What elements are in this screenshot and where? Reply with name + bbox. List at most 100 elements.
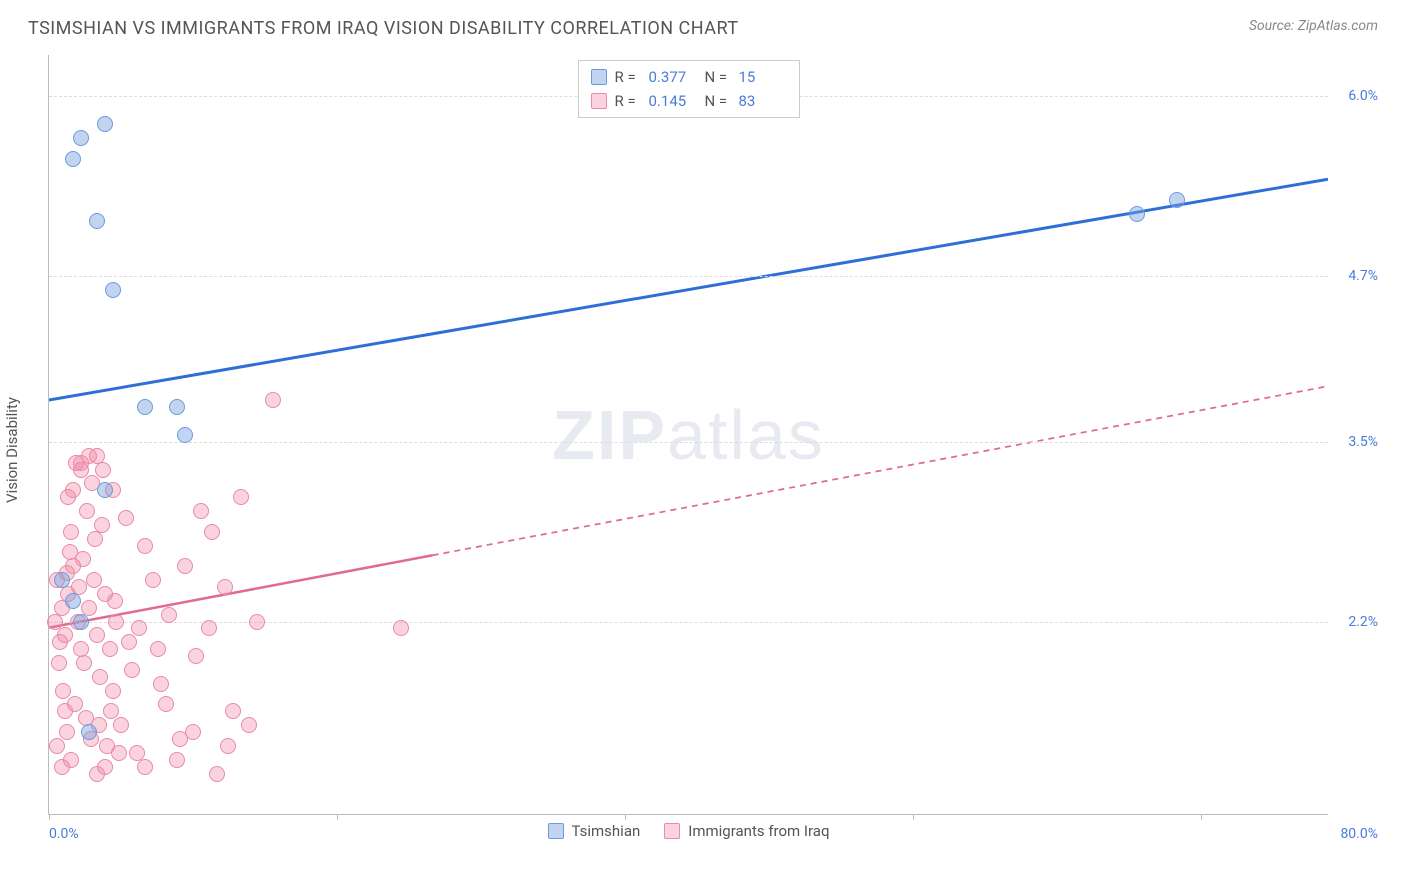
scatter-point [81,724,97,740]
scatter-point [169,752,185,768]
scatter-point [172,731,188,747]
scatter-point [233,489,249,505]
scatter-point [57,703,73,719]
scatter-point [59,724,75,740]
legend-series: Tsimshian Immigrants from Iraq [548,822,830,840]
regression-line-dashed [433,386,1328,555]
chart-title: TSIMSHIAN VS IMMIGRANTS FROM IRAQ VISION… [28,18,739,39]
x-tick [1201,814,1202,820]
legend-r-value-2: 0.145 [649,92,697,110]
scatter-point [63,524,79,540]
y-tick-label: 2.2% [1333,614,1378,630]
legend-label-tsimshian: Tsimshian [572,822,641,840]
scatter-point [121,634,137,650]
scatter-point [76,655,92,671]
legend-r-label: R = [615,92,641,110]
scatter-point [241,717,257,733]
scatter-point [95,462,111,478]
scatter-point [97,116,113,132]
legend-n-label: N = [705,92,731,110]
legend-swatch-tsimshian [548,823,564,839]
scatter-point [220,738,236,754]
scatter-point [54,572,70,588]
x-tick [913,814,914,820]
legend-stats-row-1: R = 0.377 N = 15 [591,65,787,89]
scatter-point [92,669,108,685]
scatter-point [79,503,95,519]
chart-area: Vision Disability ZIPatlas R = 0.377 N =… [48,55,1378,845]
scatter-point [150,641,166,657]
gridline [49,276,1328,277]
x-tick [337,814,338,820]
scatter-point [49,738,65,754]
scatter-point [137,399,153,415]
watermark: ZIPatlas [552,395,825,475]
legend-swatch-iraq [664,823,680,839]
scatter-point [55,683,71,699]
scatter-point [177,558,193,574]
legend-swatch-tsimshian [591,69,607,85]
legend-r-label: R = [615,68,641,86]
legend-n-value-1: 15 [739,68,787,86]
x-tick [49,814,50,820]
scatter-point [65,151,81,167]
scatter-point [145,572,161,588]
scatter-point [113,717,129,733]
legend-n-label: N = [705,68,731,86]
scatter-point [73,614,89,630]
scatter-point [225,703,241,719]
gridline [49,622,1328,623]
scatter-point [188,648,204,664]
x-axis-start-label: 0.0% [49,826,79,842]
regression-lines [49,55,1328,814]
watermark-light: atlas [667,396,825,474]
scatter-point [393,620,409,636]
scatter-point [137,538,153,554]
scatter-point [102,641,118,657]
legend-n-value-2: 83 [739,92,787,110]
x-tick [625,814,626,820]
plot-region: ZIPatlas R = 0.377 N = 15 R = 0.145 N = … [48,55,1328,815]
scatter-point [169,399,185,415]
scatter-point [107,593,123,609]
legend-label-iraq: Immigrants from Iraq [688,822,829,840]
scatter-point [97,759,113,775]
scatter-point [111,745,127,761]
scatter-point [65,593,81,609]
scatter-point [52,634,68,650]
scatter-point [204,524,220,540]
scatter-point [1169,192,1185,208]
scatter-point [105,683,121,699]
scatter-point [94,517,110,533]
scatter-point [75,551,91,567]
scatter-point [201,620,217,636]
scatter-point [63,752,79,768]
scatter-point [124,662,140,678]
scatter-point [118,510,134,526]
legend-item-iraq: Immigrants from Iraq [664,822,829,840]
scatter-point [105,282,121,298]
chart-header: TSIMSHIAN VS IMMIGRANTS FROM IRAQ VISION… [0,0,1406,39]
gridline [49,442,1328,443]
source-attribution: Source: ZipAtlas.com [1249,18,1378,34]
legend-swatch-iraq [591,93,607,109]
scatter-point [153,676,169,692]
legend-stats: R = 0.377 N = 15 R = 0.145 N = 83 [578,60,800,118]
scatter-point [1129,206,1145,222]
scatter-point [265,392,281,408]
scatter-point [158,696,174,712]
scatter-point [81,448,97,464]
scatter-point [137,759,153,775]
scatter-point [217,579,233,595]
scatter-point [87,531,103,547]
scatter-point [108,614,124,630]
scatter-point [161,607,177,623]
x-axis-end-label: 80.0% [1340,826,1378,842]
scatter-point [209,766,225,782]
y-tick-label: 6.0% [1333,88,1378,104]
scatter-point [73,130,89,146]
scatter-point [65,482,81,498]
scatter-point [89,213,105,229]
scatter-point [86,572,102,588]
legend-stats-row-2: R = 0.145 N = 83 [591,89,787,113]
